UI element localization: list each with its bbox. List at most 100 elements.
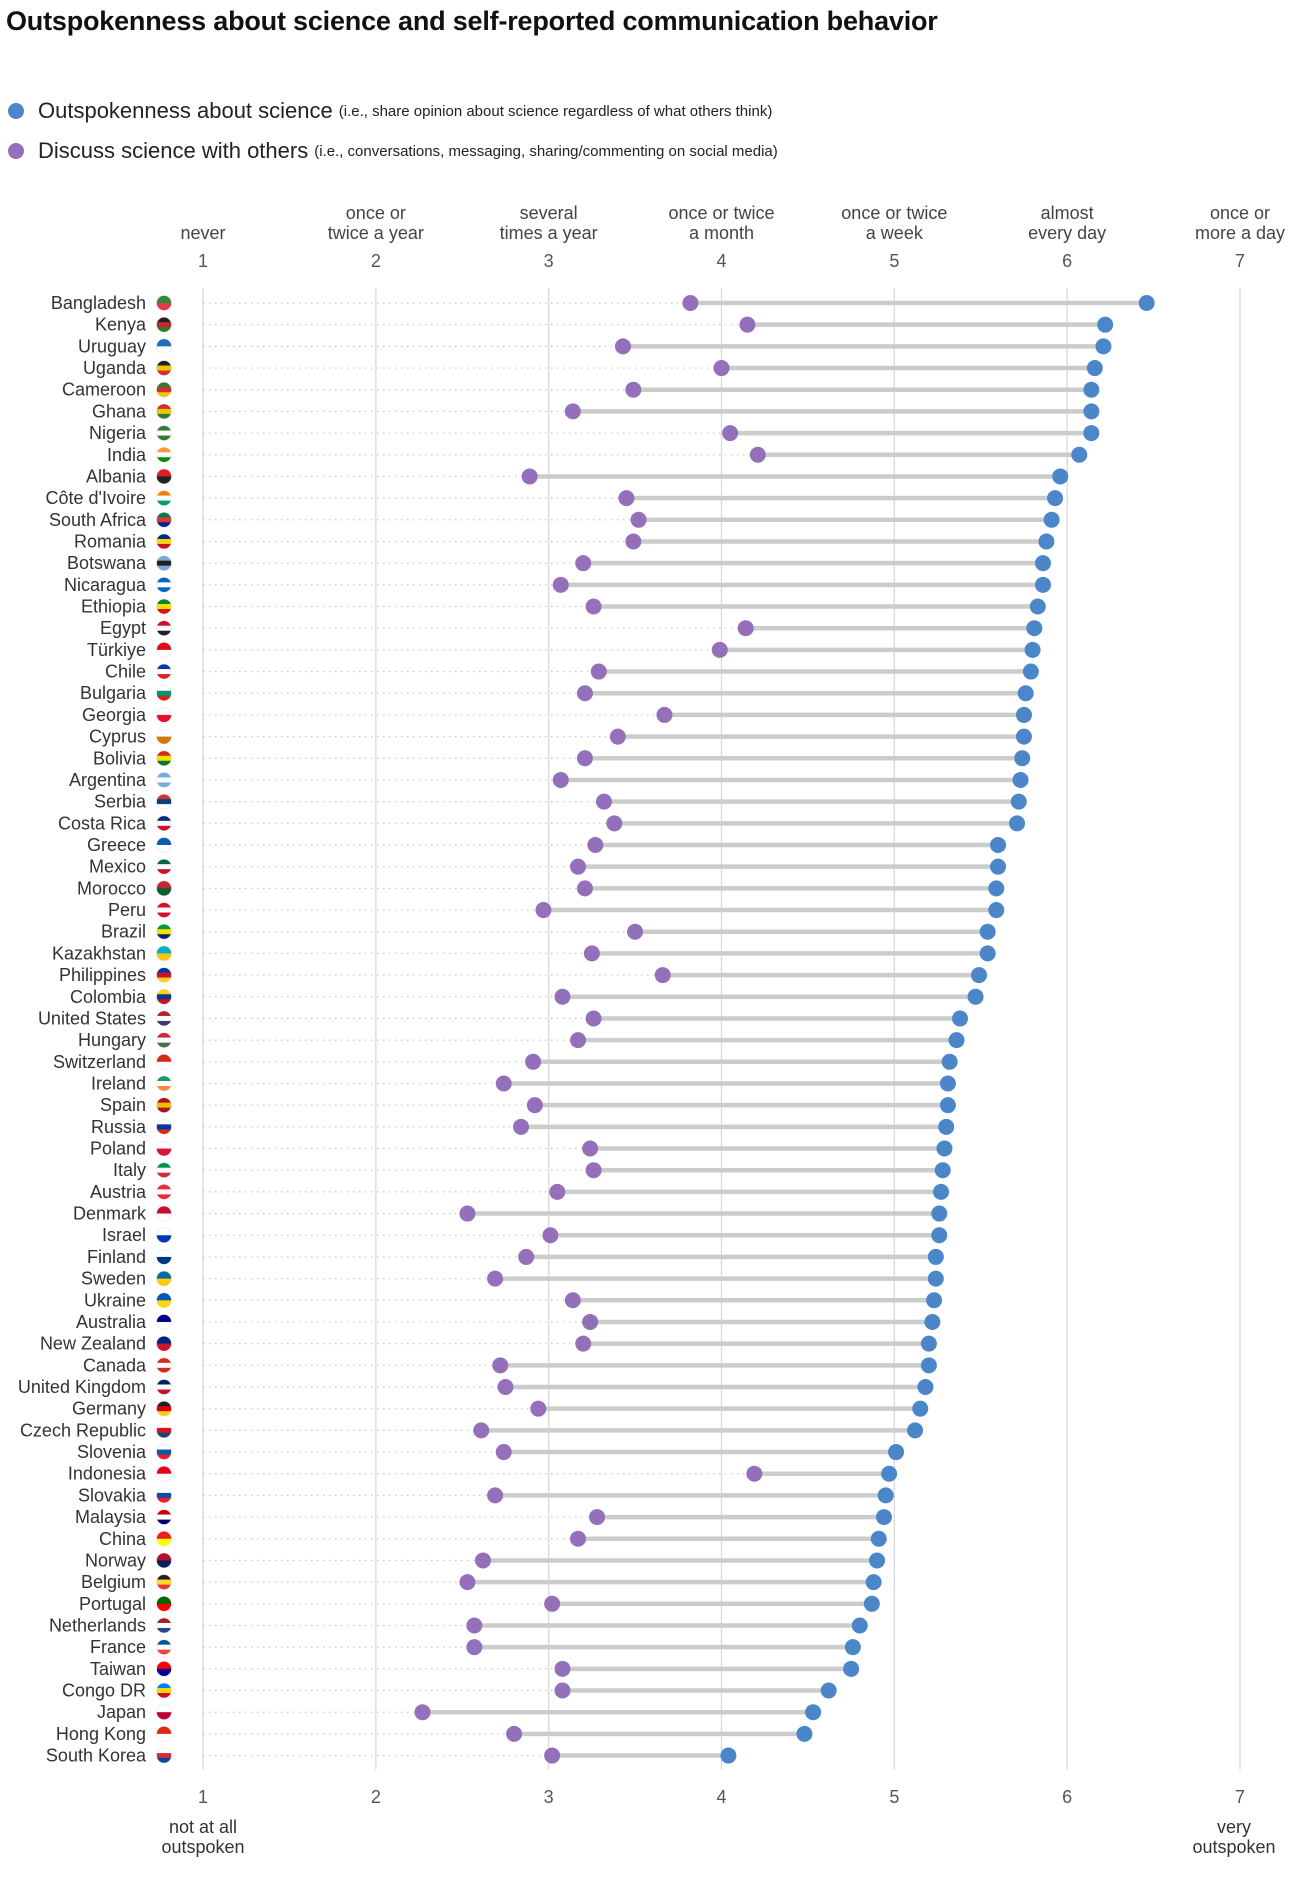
flag-stripe [156, 582, 172, 588]
top-tick-label: several [520, 203, 578, 223]
flag-japan-icon [156, 1704, 172, 1720]
flag-outline [156, 772, 172, 788]
flag-spain-icon [156, 1097, 172, 1113]
flag-stripe [156, 1712, 172, 1720]
discuss-dot [570, 858, 587, 875]
row-cyprus: Cyprus [89, 727, 1032, 747]
discuss-dot [530, 1400, 547, 1417]
country-label: Indonesia [68, 1464, 147, 1484]
discuss-dot [544, 1747, 561, 1764]
flag-stripe [156, 452, 172, 458]
country-label: Japan [97, 1702, 146, 1722]
row-united-states: United States [38, 1008, 969, 1028]
country-label: Hong Kong [56, 1724, 146, 1744]
flag-stripe [156, 1119, 172, 1125]
flag-stripe [156, 777, 172, 783]
top-tick-number: 2 [371, 251, 381, 271]
flag-philippines-icon [156, 967, 172, 983]
flag-outline [156, 490, 172, 506]
flag-stripe [156, 1432, 172, 1438]
flag-stripe [156, 1300, 172, 1308]
flag-outline [156, 1444, 172, 1460]
bottom-tick-number: 1 [198, 1787, 208, 1807]
flag-stripe [156, 649, 172, 658]
flag-slovenia-icon [156, 1444, 172, 1460]
flag-stripe [156, 1406, 172, 1412]
flag-canada-icon [156, 1357, 172, 1373]
flag-stripe [156, 977, 172, 983]
flag-stripe [156, 994, 172, 1000]
row-slovenia: Slovenia [77, 1442, 905, 1462]
country-label: Italy [113, 1160, 146, 1180]
country-label: Hungary [78, 1030, 146, 1050]
outspoken-dot [805, 1704, 822, 1721]
flag-outline [156, 381, 172, 398]
outspoken-dot [1014, 750, 1031, 767]
country-label: Albania [86, 466, 147, 486]
flag-outline [156, 620, 172, 637]
flag-stripe [156, 888, 172, 896]
row-new-zealand: New Zealand [40, 1334, 937, 1354]
bottom-label-low: not at all [169, 1817, 237, 1837]
outspoken-dot [1052, 468, 1069, 485]
flag-outline [156, 1184, 172, 1200]
outspoken-dot [1024, 641, 1041, 658]
flag-stripe [156, 1010, 172, 1017]
flag-botswana-icon [156, 555, 172, 571]
row-nigeria: Nigeria [89, 423, 1100, 443]
country-label: Switzerland [53, 1052, 146, 1072]
flag-stripe [156, 500, 172, 506]
flag-outline [156, 1010, 172, 1027]
discuss-dot [614, 338, 631, 355]
flag-outline [156, 1119, 172, 1135]
discuss-dot [549, 1183, 566, 1200]
flag-outline [156, 1509, 172, 1525]
flag-stripe [156, 604, 172, 610]
flag-outline [156, 533, 172, 550]
flag-stripe [156, 1054, 172, 1063]
flag-stripe [156, 1649, 172, 1655]
flag-outline [156, 425, 172, 441]
row-south-korea: South Korea [46, 1746, 737, 1766]
flag-stripe [156, 555, 172, 561]
flag-stripe [156, 685, 172, 692]
row-philippines: Philippines [59, 965, 988, 985]
country-label: Netherlands [49, 1615, 146, 1635]
row-sweden: Sweden [81, 1269, 944, 1289]
row-france: France [90, 1637, 861, 1657]
country-label: Türkiye [87, 640, 146, 660]
bottom-label-high: outspoken [1192, 1837, 1275, 1857]
flag-stripe [156, 533, 172, 540]
top-tick-number: 7 [1235, 251, 1245, 271]
flag-stripe [156, 1107, 172, 1113]
country-label: Egypt [100, 618, 146, 638]
flag-stripe [156, 1622, 172, 1629]
flag-stripe [156, 1278, 172, 1287]
top-tick-label: a week [866, 223, 924, 243]
flag-outline [156, 555, 172, 571]
discuss-dot [492, 1357, 509, 1374]
flag-stripe [156, 1627, 172, 1633]
country-label: Czech Republic [20, 1420, 146, 1440]
flag-stripe [156, 1473, 172, 1482]
flag-sweden-icon [156, 1271, 172, 1287]
flag-stripe [156, 476, 172, 484]
flag-stripe [156, 490, 172, 496]
flag-outline [156, 1054, 172, 1070]
row-portugal: Portugal [79, 1594, 880, 1614]
country-label: Bangladesh [51, 293, 146, 313]
flag-greece-icon [156, 837, 172, 853]
flag-stripe [156, 1249, 172, 1258]
row-poland: Poland [90, 1139, 953, 1159]
outspoken-dot [924, 1313, 941, 1330]
country-label: Slovenia [77, 1442, 147, 1462]
outspoken-dot [844, 1639, 861, 1656]
flag-stripe [156, 1172, 172, 1178]
flag-cameroon-icon [156, 382, 172, 398]
country-label: Ghana [92, 401, 147, 421]
flag-outline [156, 295, 172, 311]
flag-stripe [156, 1129, 172, 1135]
flag-stripe [156, 1037, 172, 1043]
discuss-dot [459, 1574, 476, 1591]
flag-outline [156, 1552, 172, 1569]
